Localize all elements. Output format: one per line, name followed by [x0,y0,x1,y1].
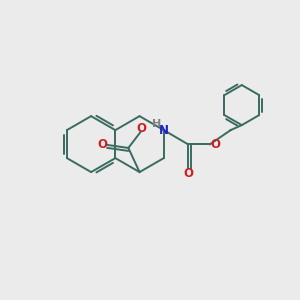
Text: N: N [159,124,169,136]
Text: H: H [152,119,162,129]
Text: O: O [210,138,220,151]
Text: O: O [183,167,193,180]
Text: O: O [98,139,107,152]
Text: O: O [136,122,146,135]
